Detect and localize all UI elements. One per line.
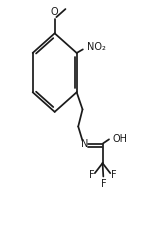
Text: NO₂: NO₂ xyxy=(87,42,106,52)
Text: F: F xyxy=(89,169,94,180)
Text: N: N xyxy=(81,139,88,149)
Text: F: F xyxy=(111,169,116,180)
Text: F: F xyxy=(101,179,106,189)
Text: O: O xyxy=(50,7,58,17)
Text: OH: OH xyxy=(113,134,128,144)
